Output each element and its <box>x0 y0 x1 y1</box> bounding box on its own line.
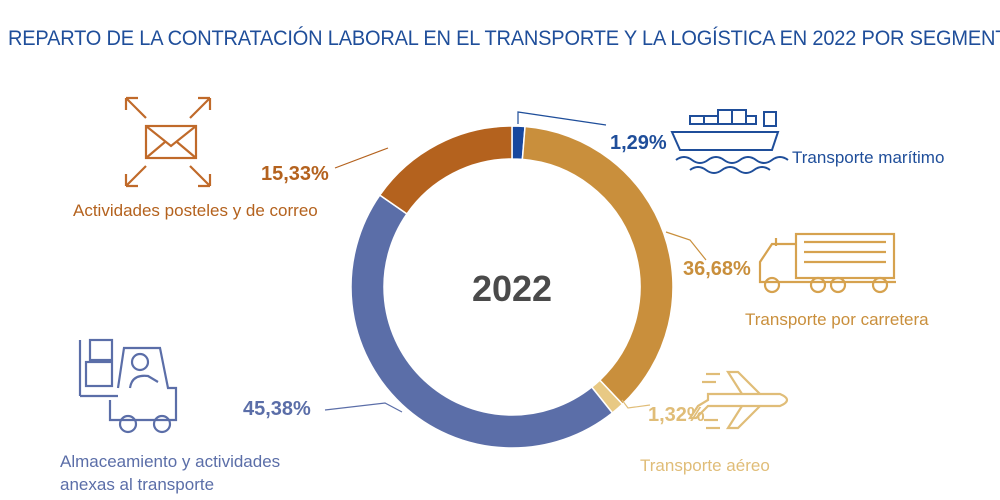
value-label-almacen: 45,38% <box>243 398 311 420</box>
slice-correo <box>378 125 513 215</box>
donut-slices <box>350 125 674 449</box>
value-label-maritimo: 1,29% <box>610 132 667 154</box>
cargo-ship-icon <box>670 109 789 174</box>
truck-icon <box>758 232 896 294</box>
leader-line-almacen <box>324 402 403 413</box>
legend-label-aereo: Transporte aéreo <box>640 456 770 475</box>
envelope-icon <box>124 96 212 188</box>
value-label-aereo: 1,32% <box>648 404 705 426</box>
value-label-carretera: 36,68% <box>683 258 751 280</box>
legend-label-almacen-line2: anexas al transporte <box>60 475 215 494</box>
legend-label-almacen-line1: Almaceamiento y actividades <box>60 452 281 471</box>
leader-line-correo <box>334 147 389 169</box>
leader-line-aereo <box>621 399 651 409</box>
chart-title: REPARTO DE LA CONTRATACIÓN LABORAL EN EL… <box>8 26 1000 50</box>
slice-carretera <box>521 125 674 406</box>
legend-label-carretera: Transporte por carretera <box>745 310 929 329</box>
legend-label-correo: Actividades posteles y de correo <box>73 201 318 220</box>
airplane-icon <box>687 370 789 430</box>
leader-line-maritimo <box>517 111 607 126</box>
forklift-icon <box>78 338 178 434</box>
legend-label-maritimo: Transporte marítimo <box>792 148 945 167</box>
center-year-label: 2022 <box>471 268 553 309</box>
slice-almacen <box>350 194 614 449</box>
leader-line-carretera <box>665 231 707 261</box>
value-label-correo: 15,33% <box>261 163 329 185</box>
